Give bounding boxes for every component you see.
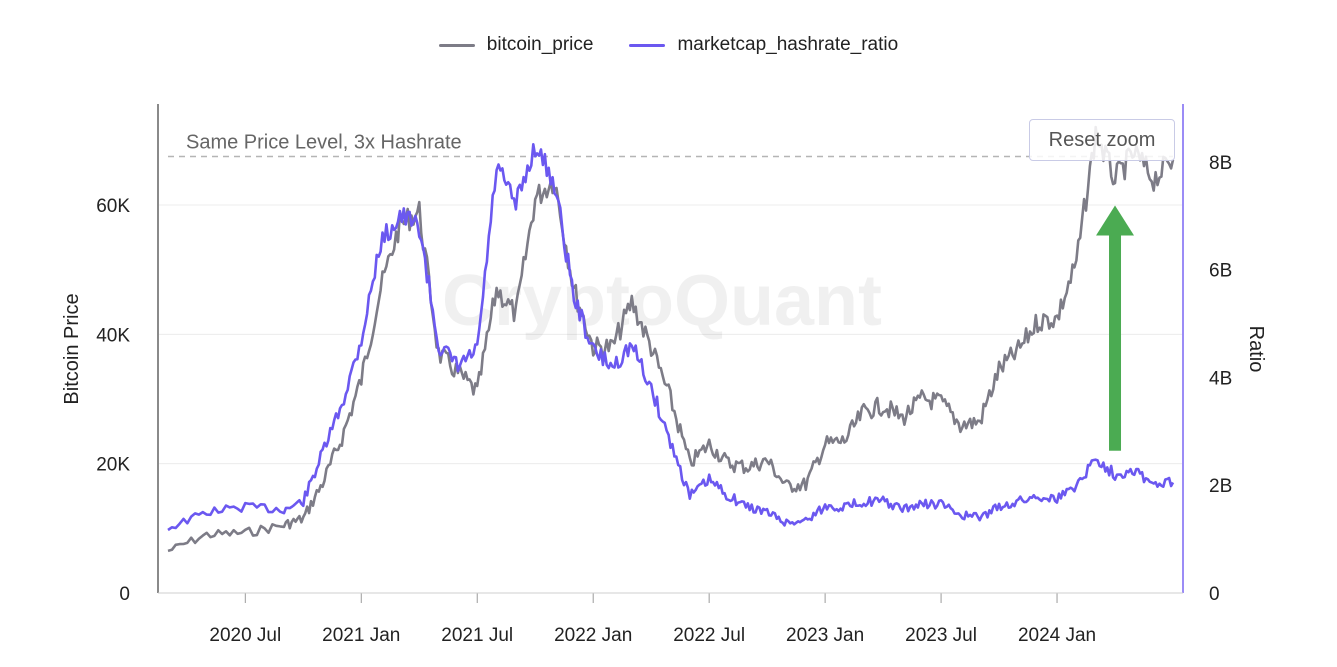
legend: bitcoin_price marketcap_hashrate_ratio	[0, 34, 1337, 56]
legend-item-marketcap-hashrate-ratio[interactable]: marketcap_hashrate_ratio	[629, 34, 898, 56]
x-tick-label: 2022 Jan	[554, 625, 632, 646]
reset-zoom-button[interactable]: Reset zoom	[1029, 119, 1175, 161]
x-tick-label: 2021 Jan	[322, 625, 400, 646]
y-left-tick-label: 20K	[96, 455, 130, 476]
legend-label-ratio: marketcap_hashrate_ratio	[677, 34, 899, 55]
y-left-tick-label: 40K	[96, 325, 130, 346]
arrow-annotation-group	[1096, 205, 1135, 451]
legend-label-bitcoin-price: bitcoin_price	[486, 34, 594, 55]
y-left-tick-label: 0	[119, 584, 130, 605]
reference-line-label: Same Price Level, 3x Hashrate	[186, 132, 462, 154]
series-line-marketcap-hashrate-ratio	[167, 143, 1175, 532]
x-tick-label: 2020 Jul	[209, 625, 281, 646]
x-tick-label: 2023 Jul	[905, 625, 977, 646]
series-line-bitcoin-price	[167, 125, 1175, 553]
arrow-head	[1096, 205, 1135, 236]
y-right-tick-label: 6B	[1209, 261, 1232, 282]
y-axis-left-title: Bitcoin Price	[61, 293, 83, 404]
x-tick-label: 2021 Jul	[441, 625, 513, 646]
x-tick-label: 2022 Jul	[673, 625, 745, 646]
y-left-tick-label: 60K	[96, 196, 130, 217]
y-axis-right-title: Ratio	[1245, 326, 1267, 373]
legend-item-bitcoin-price[interactable]: bitcoin_price	[438, 34, 594, 56]
y-right-tick-label: 2B	[1209, 476, 1232, 497]
y-right-tick-label: 8B	[1209, 153, 1232, 174]
y-right-tick-label: 4B	[1209, 368, 1232, 389]
x-tick-label: 2023 Jan	[786, 625, 864, 646]
reference-line-group: Same Price Level, 3x Hashrate	[168, 132, 1173, 158]
series-lines	[167, 125, 1175, 553]
axes: 0 20K 40K 60K 0 2B 4B 6B 8B 2020 Jul 2021 Jan 2021 …	[96, 104, 1232, 646]
legend-swatch-ratio	[629, 43, 666, 47]
legend-swatch-bitcoin-price	[438, 43, 475, 47]
arrow-shaft	[1109, 231, 1122, 451]
x-tick-label: 2024 Jan	[1018, 625, 1096, 646]
y-right-tick-label: 0	[1209, 584, 1220, 605]
